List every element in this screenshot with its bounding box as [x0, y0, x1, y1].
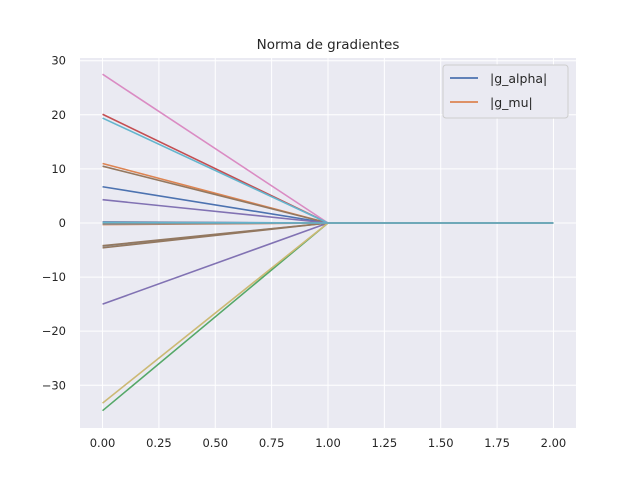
x-tick-label: 2.00: [541, 436, 567, 450]
series-lines: [102, 73, 554, 412]
y-axis-tick-labels: −30 −20 −10 0 10 20 30: [42, 54, 66, 393]
legend-label-g-mu: |g_mu|: [490, 95, 533, 110]
x-tick-label: 0.00: [90, 436, 116, 450]
legend: |g_alpha| |g_mu|: [442, 64, 569, 119]
y-tick-label: 0: [59, 216, 66, 230]
y-tick-label: −10: [42, 270, 66, 284]
y-tick-label: −20: [42, 324, 66, 338]
legend-label-g-alpha: |g_alpha|: [490, 71, 547, 86]
y-tick-label: 10: [51, 162, 66, 176]
y-tick-label: −30: [42, 378, 66, 392]
x-tick-label: 1.50: [428, 436, 454, 450]
chart-title: Norma de gradientes: [257, 37, 400, 53]
x-tick-label: 1.25: [372, 436, 398, 450]
x-tick-label: 1.75: [484, 436, 510, 450]
y-tick-label: 20: [51, 108, 66, 122]
x-tick-label: 1.00: [315, 436, 341, 450]
x-axis-tick-labels: 0.00 0.25 0.50 0.75 1.00 1.25 1.50 1.75 2.00: [90, 436, 567, 450]
y-tick-label: 30: [51, 54, 66, 68]
x-tick-label: 0.75: [259, 436, 285, 450]
x-tick-label: 0.50: [202, 436, 228, 450]
x-tick-label: 0.25: [146, 436, 172, 450]
series-line-19: [102, 221, 554, 224]
grid-lines: [80, 58, 576, 428]
